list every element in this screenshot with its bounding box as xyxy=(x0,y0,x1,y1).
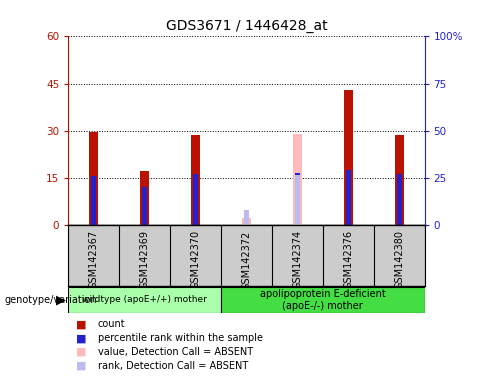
Text: GSM142367: GSM142367 xyxy=(89,230,99,290)
Text: GSM142376: GSM142376 xyxy=(343,230,353,290)
Bar xyxy=(242,218,251,225)
Bar xyxy=(140,171,149,225)
Text: genotype/variation: genotype/variation xyxy=(5,295,98,305)
Bar xyxy=(191,135,200,225)
Text: GSM142374: GSM142374 xyxy=(292,230,303,290)
Bar xyxy=(397,174,402,225)
Text: apolipoprotein E-deficient
(apoE-/-) mother: apolipoprotein E-deficient (apoE-/-) mot… xyxy=(260,289,386,311)
Bar xyxy=(346,170,351,225)
Bar xyxy=(293,134,302,225)
Text: GSM142380: GSM142380 xyxy=(394,230,404,289)
Text: ■: ■ xyxy=(76,319,86,329)
Text: rank, Detection Call = ABSENT: rank, Detection Call = ABSENT xyxy=(98,361,248,371)
Text: GSM142370: GSM142370 xyxy=(190,230,201,290)
Text: GSM142372: GSM142372 xyxy=(242,230,251,290)
Text: value, Detection Call = ABSENT: value, Detection Call = ABSENT xyxy=(98,347,253,357)
Text: GSM142369: GSM142369 xyxy=(140,230,150,289)
Bar xyxy=(89,132,99,225)
Text: ■: ■ xyxy=(76,361,86,371)
Text: wildtype (apoE+/+) mother: wildtype (apoE+/+) mother xyxy=(82,295,207,305)
Bar xyxy=(295,175,300,225)
Bar xyxy=(244,210,249,225)
Bar xyxy=(295,173,300,225)
Bar xyxy=(68,287,221,313)
Bar xyxy=(91,176,96,225)
Title: GDS3671 / 1446428_at: GDS3671 / 1446428_at xyxy=(165,19,327,33)
Bar xyxy=(394,135,404,225)
Bar xyxy=(193,174,198,225)
Bar xyxy=(344,90,353,225)
Text: ■: ■ xyxy=(76,347,86,357)
Text: percentile rank within the sample: percentile rank within the sample xyxy=(98,333,263,343)
Text: ▶: ▶ xyxy=(56,293,66,306)
Text: count: count xyxy=(98,319,125,329)
Bar xyxy=(142,187,147,225)
Text: ■: ■ xyxy=(76,333,86,343)
Bar xyxy=(221,287,425,313)
